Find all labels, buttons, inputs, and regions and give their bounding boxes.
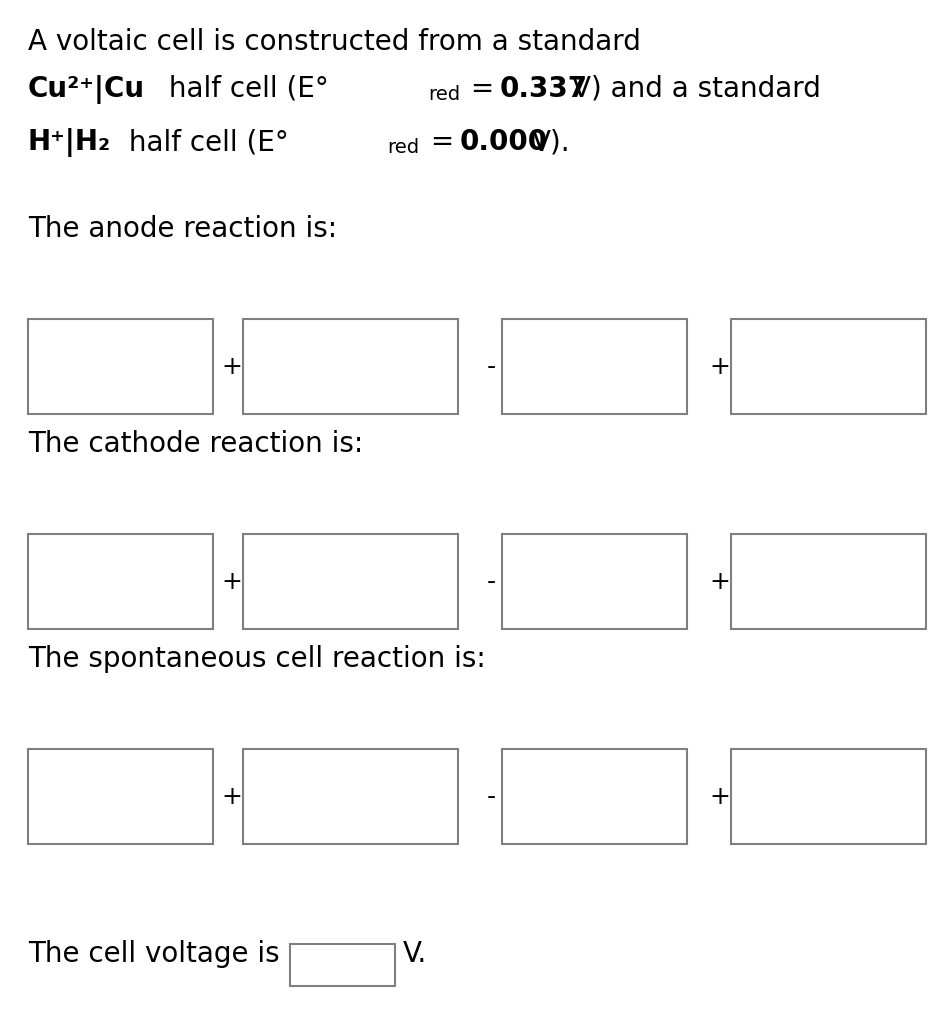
Bar — [243, 320, 458, 415]
Text: V).: V). — [532, 127, 571, 156]
Text: -: - — [487, 356, 495, 379]
Text: +: + — [222, 356, 242, 379]
Bar — [731, 320, 926, 415]
Text: V.: V. — [403, 940, 427, 967]
Text: =: = — [462, 75, 504, 103]
Text: half cell (E°: half cell (E° — [160, 75, 329, 103]
Text: H⁺|H₂: H⁺|H₂ — [28, 127, 111, 157]
Text: The cathode reaction is:: The cathode reaction is: — [28, 430, 363, 458]
Text: The anode reaction is:: The anode reaction is: — [28, 215, 337, 243]
Bar — [28, 535, 213, 630]
Text: A voltaic cell is constructed from a standard: A voltaic cell is constructed from a sta… — [28, 28, 641, 56]
Text: 0.337: 0.337 — [500, 75, 588, 103]
Bar — [731, 749, 926, 844]
Text: V) and a standard: V) and a standard — [572, 75, 821, 103]
Bar — [502, 749, 687, 844]
Text: red: red — [387, 138, 419, 157]
Text: +: + — [222, 785, 242, 809]
Text: Cu²⁺|Cu: Cu²⁺|Cu — [28, 75, 145, 104]
Text: -: - — [487, 785, 495, 809]
Bar — [28, 749, 213, 844]
Bar — [731, 535, 926, 630]
Bar — [290, 944, 395, 986]
Text: +: + — [709, 785, 730, 809]
Text: The cell voltage is: The cell voltage is — [28, 940, 280, 967]
Text: +: + — [222, 570, 242, 594]
Bar — [243, 749, 458, 844]
Bar — [243, 535, 458, 630]
Text: half cell (E°: half cell (E° — [120, 127, 288, 156]
Text: red: red — [428, 85, 461, 104]
Text: =: = — [422, 127, 463, 156]
Text: The spontaneous cell reaction is:: The spontaneous cell reaction is: — [28, 644, 486, 673]
Text: +: + — [709, 570, 730, 594]
Text: 0.000: 0.000 — [460, 127, 548, 156]
Bar — [502, 320, 687, 415]
Bar — [28, 320, 213, 415]
Bar — [502, 535, 687, 630]
Text: -: - — [487, 570, 495, 594]
Text: +: + — [709, 356, 730, 379]
